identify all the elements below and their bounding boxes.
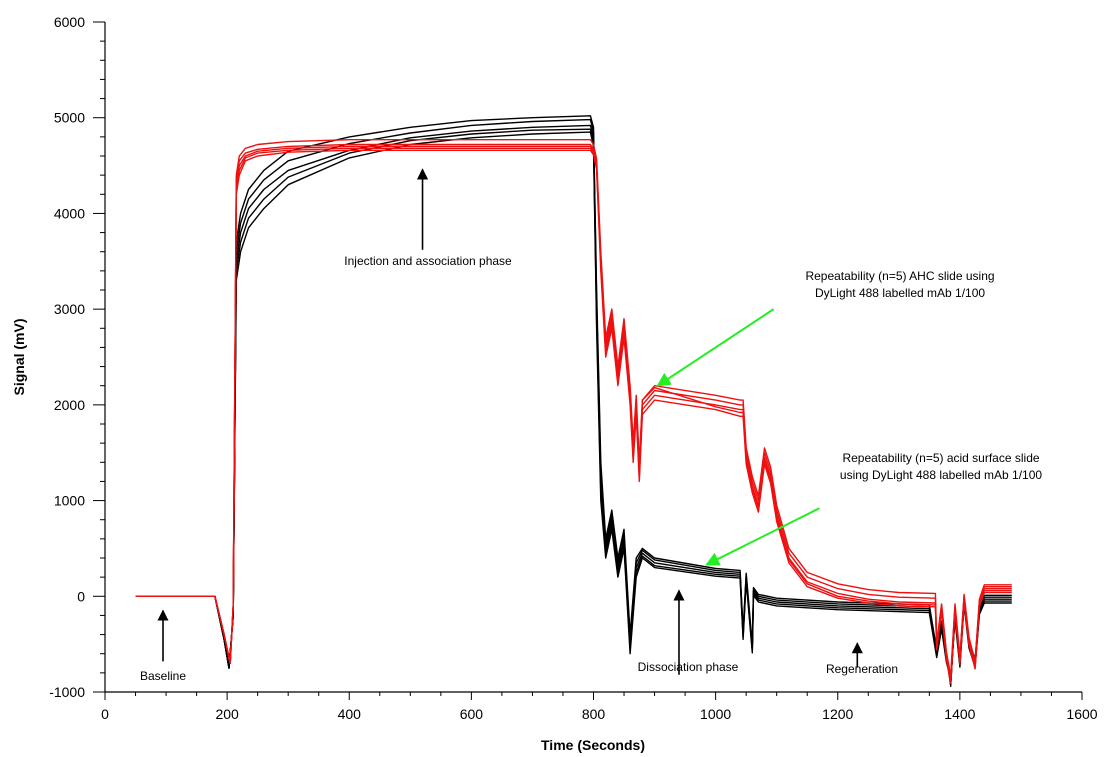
series-line-ahc-8 — [135, 147, 1012, 681]
series-line-acid-1 — [135, 124, 1012, 684]
y-tick-label: 4000 — [54, 205, 85, 221]
axes-group: 0 200 400 600 800 1000 1200 1400 1600 -1000 0 1000 2… — [49, 14, 1098, 722]
x-tick-label: 1000 — [700, 706, 731, 722]
x-tick-label: 800 — [582, 706, 606, 722]
y-axis-title: Signal (mV) — [11, 318, 27, 395]
ahc-repeatability-label: Repeatability (n=5) AHC slide using DyLig… — [805, 269, 994, 300]
x-axis-title: Time (Seconds) — [541, 737, 645, 753]
acid-repeatability-label: Repeatability (n=5) acid surface slide us… — [840, 451, 1042, 482]
x-tick-label: 1600 — [1066, 706, 1097, 722]
regeneration-label: Regeneration — [826, 662, 898, 676]
x-tick-label: 1200 — [822, 706, 853, 722]
series-line-ahc-6 — [135, 145, 1012, 679]
series-line-acid-3 — [135, 131, 1012, 680]
x-tick-label: 0 — [101, 706, 109, 722]
y-tick-label: -1000 — [49, 684, 85, 700]
annotations-group: Injection and association phase Repeatabi… — [140, 168, 1042, 683]
acid-repeatability-label-line: using DyLight 488 labelled mAb 1/100 — [840, 468, 1042, 482]
y-tick-label: 5000 — [54, 110, 85, 126]
dissociation-label: Dissociation phase — [638, 660, 739, 674]
x-tick-label: 600 — [460, 706, 484, 722]
x-tick-label: 200 — [215, 706, 239, 722]
ahc-repeatability-label-line: Repeatability (n=5) AHC slide using — [805, 269, 994, 283]
y-tick-label: 1000 — [54, 493, 85, 509]
acid-repeatability-arrow — [705, 507, 820, 566]
regeneration-label-line: Regeneration — [826, 662, 898, 676]
y-tick-label: 2000 — [54, 397, 85, 413]
x-tick-label: 1400 — [944, 706, 975, 722]
series-line-acid-2 — [135, 128, 1012, 682]
series-line-ahc-10 — [135, 149, 1012, 685]
baseline-label-line: Baseline — [140, 669, 186, 683]
injection-association-label: Injection and association phase — [344, 254, 512, 268]
y-tick-label: 6000 — [54, 14, 85, 30]
series-group — [135, 115, 1012, 687]
x-tick-label: 400 — [338, 706, 362, 722]
injection-association-label-line: Injection and association phase — [344, 254, 512, 268]
y-tick-label: 0 — [77, 588, 85, 604]
series-line-acid-4 — [135, 118, 1012, 685]
dissociation-label-line: Dissociation phase — [638, 660, 739, 674]
y-tick-label: 3000 — [54, 301, 85, 317]
ahc-repeatability-label-line: DyLight 488 labelled mAb 1/100 — [815, 286, 985, 300]
ahc-repeatability-arrow — [656, 308, 775, 387]
acid-repeatability-label-line: Repeatability (n=5) acid surface slide — [842, 451, 1039, 465]
baseline-label: Baseline — [140, 669, 186, 683]
